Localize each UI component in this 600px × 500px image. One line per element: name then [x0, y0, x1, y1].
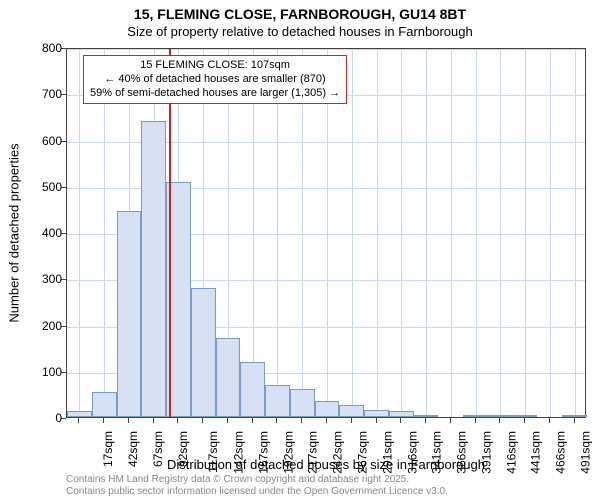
chart-title: 15, FLEMING CLOSE, FARNBOROUGH, GU14 8BT — [0, 6, 600, 22]
annotation-box: 15 FLEMING CLOSE: 107sqm ← 40% of detach… — [83, 55, 347, 104]
annotation-line3: 59% of semi-detached houses are larger (… — [90, 87, 340, 101]
y-tick-label: 0 — [12, 411, 62, 425]
y-axis-label: Number of detached properties — [7, 143, 22, 322]
histogram-bar — [265, 385, 290, 417]
histogram-bar — [67, 411, 92, 417]
histogram-bar — [191, 288, 216, 417]
y-tick-label: 700 — [12, 87, 62, 101]
y-tick-label: 100 — [12, 365, 62, 379]
annotation-line1: 15 FLEMING CLOSE: 107sqm — [90, 59, 340, 73]
plot-area: 15 FLEMING CLOSE: 107sqm ← 40% of detach… — [66, 48, 586, 418]
histogram-bar — [562, 415, 587, 417]
chart-container: 15, FLEMING CLOSE, FARNBOROUGH, GU14 8BT… — [0, 0, 600, 500]
histogram-bar — [117, 211, 142, 417]
histogram-bar — [216, 338, 241, 417]
histogram-bar — [339, 405, 364, 417]
histogram-bar — [240, 362, 265, 417]
chart-subtitle: Size of property relative to detached ho… — [0, 24, 600, 39]
footer: Contains HM Land Registry data © Crown c… — [66, 474, 448, 498]
histogram-bar — [414, 415, 439, 417]
x-axis-label: Distribution of detached houses by size … — [66, 457, 586, 472]
histogram-bar — [315, 401, 340, 417]
footer-line2: Contains public sector information licen… — [66, 486, 448, 498]
histogram-bar — [364, 410, 389, 417]
y-tick-label: 800 — [12, 41, 62, 55]
histogram-bar — [488, 415, 513, 417]
histogram-bar — [463, 415, 488, 417]
histogram-bar — [141, 121, 166, 417]
histogram-bar — [290, 389, 315, 417]
histogram-bar — [389, 411, 414, 417]
footer-line1: Contains HM Land Registry data © Crown c… — [66, 474, 448, 486]
annotation-line2: ← 40% of detached houses are smaller (87… — [90, 73, 340, 87]
histogram-bar — [513, 415, 538, 417]
histogram-bar — [92, 392, 117, 417]
